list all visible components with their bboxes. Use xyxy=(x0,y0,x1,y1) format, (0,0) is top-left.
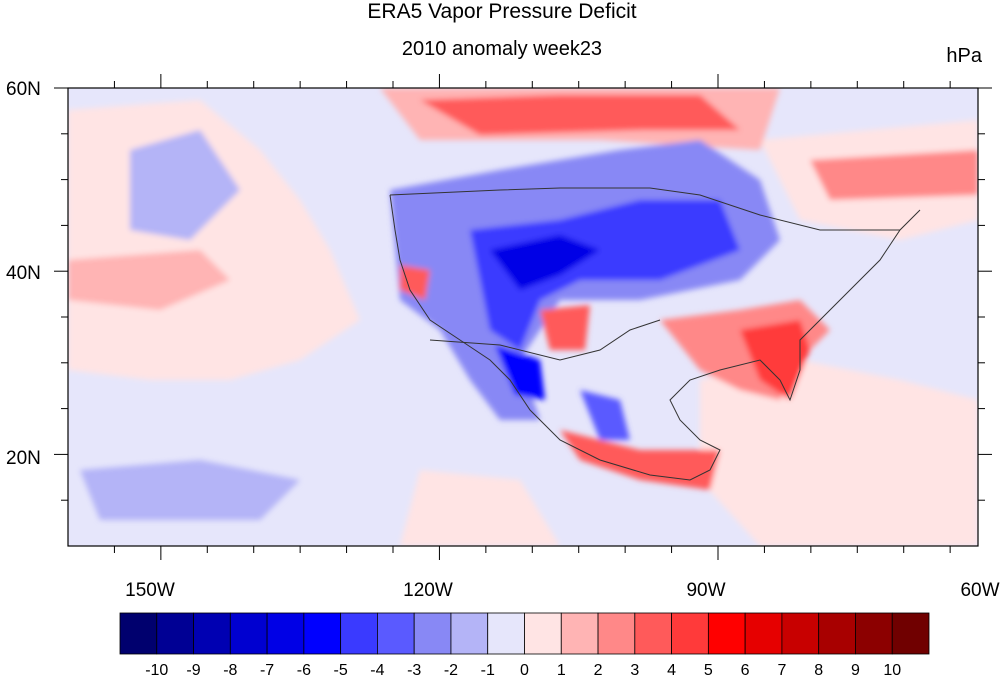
california-positive xyxy=(400,265,430,300)
colorbar-swatch xyxy=(450,612,489,655)
units-label: hPa xyxy=(946,45,982,67)
texas-positive-area xyxy=(540,305,590,350)
coastlines xyxy=(389,187,921,481)
colorbar-swatch xyxy=(597,612,636,655)
colorbar-label: -7 xyxy=(260,662,274,679)
colorbar-swatch xyxy=(193,612,231,655)
colorbar-label: -6 xyxy=(297,662,311,679)
colorbar-label: -8 xyxy=(223,662,237,679)
lat-label-40n: 40N xyxy=(6,263,41,284)
colorbar-swatch xyxy=(340,612,378,655)
colorbar-swatch xyxy=(671,612,709,655)
colorbar-label: -2 xyxy=(444,662,458,679)
colorbar-swatch xyxy=(707,612,746,655)
lon-label-60w: 60W xyxy=(960,580,999,601)
anomaly-field xyxy=(68,88,978,546)
eastern-pacific-positive-area xyxy=(400,470,560,546)
lon-label-150w: 150W xyxy=(125,580,175,601)
colorbar-swatch xyxy=(634,612,672,655)
colorbar-swatch xyxy=(891,612,930,655)
lon-label-90w: 90W xyxy=(686,580,725,601)
colorbar-label: 1 xyxy=(557,662,566,679)
axis-ticks xyxy=(54,74,992,560)
colorbar-label: 0 xyxy=(520,662,529,679)
colorbar xyxy=(119,612,930,655)
atlantic-positive-area xyxy=(700,360,978,546)
central-america-positive xyxy=(560,430,720,490)
lat-label-20n: 20N xyxy=(6,448,41,469)
colorbar-label: 6 xyxy=(741,662,750,679)
colorbar-swatch xyxy=(413,612,452,655)
labrador-positive xyxy=(810,150,978,200)
us-strong-negative-area xyxy=(470,200,740,350)
chart-subtitle: 2010 anomaly week23 xyxy=(401,38,603,60)
colorbar-swatch xyxy=(524,612,562,655)
pacific-negative-patch xyxy=(130,130,240,240)
colorbar-labels: -10 -9 -8 -7 -6 -5 -4 -3 -2 -1 0 1 2 3 4 5 6 7 8 9 10 xyxy=(145,662,901,679)
colorbar-swatch xyxy=(744,612,783,655)
colorbar-label: 8 xyxy=(814,662,823,679)
colorbar-label: -3 xyxy=(407,662,421,679)
colorbar-swatch xyxy=(818,612,856,655)
canada-strong-positive xyxy=(420,95,740,135)
colorbar-label: 9 xyxy=(851,662,860,679)
lat-label-60n: 60N xyxy=(6,79,41,100)
colorbar-label: -9 xyxy=(186,662,200,679)
colorbar-label: 3 xyxy=(630,662,639,679)
colorbar-swatch xyxy=(560,612,599,655)
colorbar-swatch xyxy=(229,612,268,655)
chart-title: ERA5 Vapor Pressure Deficit xyxy=(367,0,637,23)
colorbar-label: -10 xyxy=(145,662,168,679)
pacific-positive-patch xyxy=(68,250,230,310)
colorbar-swatch xyxy=(487,612,525,655)
colorbar-label: 5 xyxy=(704,662,713,679)
florida-strong-positive xyxy=(740,320,810,400)
colorbar-label: -5 xyxy=(334,662,348,679)
tropical-negative-patch xyxy=(80,460,300,520)
colorbar-swatch xyxy=(266,612,305,655)
colorbar-swatch xyxy=(855,612,893,655)
lon-label-120w: 120W xyxy=(403,580,453,601)
colorbar-swatch xyxy=(303,612,342,655)
colorbar-label: -4 xyxy=(370,662,384,679)
rockies-core-negative xyxy=(490,235,600,290)
baja-negative xyxy=(495,345,545,400)
colorbar-swatch xyxy=(377,612,415,655)
colorbar-label: 7 xyxy=(777,662,786,679)
colorbar-swatch xyxy=(781,612,820,655)
colorbar-label: 2 xyxy=(594,662,603,679)
colorbar-swatch xyxy=(156,612,194,655)
colorbar-label: 10 xyxy=(883,662,901,679)
colorbar-label: -1 xyxy=(481,662,495,679)
mexico-negative xyxy=(580,390,630,440)
colorbar-label: 4 xyxy=(667,662,676,679)
colorbar-swatch xyxy=(119,612,158,655)
